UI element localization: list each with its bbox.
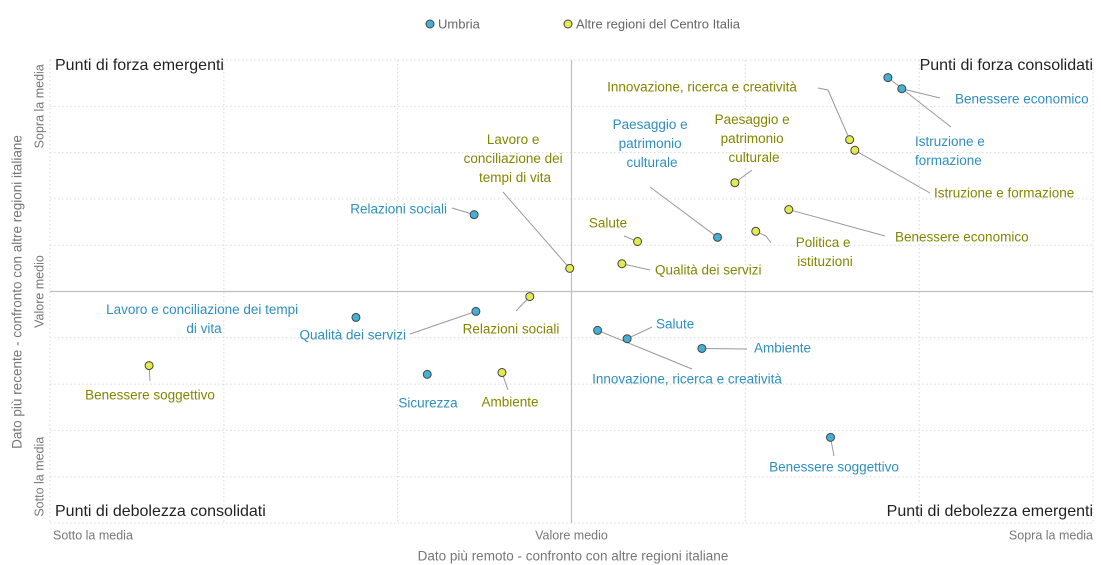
quadrant-label: Punti di debolezza emergenti bbox=[887, 503, 1093, 520]
leader-line bbox=[788, 209, 886, 237]
point bbox=[497, 368, 507, 378]
label-line: patrimonio bbox=[721, 131, 788, 146]
point bbox=[784, 205, 794, 215]
leader-line bbox=[817, 87, 851, 140]
leader-line bbox=[597, 329, 693, 370]
label-line: Lavoro e bbox=[487, 132, 543, 147]
y-tick-label: Valore medio bbox=[32, 255, 46, 328]
point bbox=[730, 178, 740, 188]
point bbox=[850, 145, 860, 155]
y-axis-label: Dato più recente - confronto con altre r… bbox=[10, 135, 25, 449]
point-label: Benessere economico bbox=[895, 230, 1029, 245]
x-tick-label: Valore medio bbox=[535, 528, 608, 542]
point-label: Salute bbox=[589, 216, 627, 231]
point-label: Istruzione e formazione bbox=[915, 134, 989, 168]
point bbox=[471, 306, 481, 316]
x-tick-label: Sotto la media bbox=[53, 528, 133, 542]
point bbox=[713, 232, 723, 242]
label-line: culturale bbox=[626, 155, 677, 170]
point-label: Relazioni sociali bbox=[350, 202, 447, 217]
x-axis-label: Dato più remoto - confronto con altre re… bbox=[418, 549, 729, 564]
legend-label: Altre regioni del Centro Italia bbox=[576, 16, 741, 31]
legend-label: Umbria bbox=[438, 16, 481, 31]
point bbox=[525, 292, 535, 302]
point bbox=[617, 259, 627, 269]
point bbox=[633, 236, 643, 246]
label-line: formazione bbox=[915, 153, 982, 168]
point bbox=[845, 135, 855, 145]
point bbox=[622, 334, 632, 344]
label-line: Paesaggio e bbox=[715, 112, 794, 127]
point-label: Qualità dei servizi bbox=[299, 328, 406, 343]
leader-line bbox=[854, 149, 931, 194]
leader-line bbox=[621, 263, 651, 271]
point-label: Sicurezza bbox=[398, 396, 458, 411]
label-line: Istruzione e bbox=[915, 134, 989, 149]
point-label: Paesaggio e patrimonio culturale bbox=[613, 117, 692, 170]
point-label: Relazioni sociali bbox=[463, 322, 560, 337]
point bbox=[144, 361, 154, 371]
label-line: patrimonio bbox=[619, 136, 686, 151]
point-label: Paesaggio e patrimonio culturale bbox=[715, 112, 794, 165]
label-line: di vita bbox=[186, 321, 222, 336]
point bbox=[351, 312, 361, 322]
leader-line bbox=[901, 88, 941, 99]
label-line: tempi di vita bbox=[479, 170, 552, 185]
point bbox=[469, 210, 479, 220]
point-label: Benessere soggettivo bbox=[85, 388, 215, 403]
y-tick-label: Sopra la media bbox=[32, 64, 46, 148]
point-label: Istruzione e formazione bbox=[934, 186, 1074, 201]
label-line: Lavoro e conciliazione dei tempi bbox=[106, 302, 302, 317]
label-line: Paesaggio e bbox=[613, 117, 692, 132]
point-label: Politica e istituzioni bbox=[796, 235, 855, 269]
quadrant-label: Punti di debolezza consolidati bbox=[55, 503, 266, 520]
point-label: Innovazione, ricerca e creatività bbox=[592, 372, 782, 387]
point bbox=[422, 369, 432, 379]
leader-line bbox=[409, 310, 477, 335]
label-line: conciliazione dei bbox=[464, 151, 567, 166]
point bbox=[697, 343, 707, 353]
point bbox=[751, 226, 761, 236]
point bbox=[883, 73, 893, 83]
quadrant-label: Punti di forza emergenti bbox=[55, 57, 224, 74]
quadrant-label: Punti di forza consolidati bbox=[920, 57, 1093, 74]
point-label: Benessere soggettivo bbox=[769, 460, 899, 475]
point-label: Lavoro e conciliazione dei tempi di vita bbox=[464, 132, 567, 185]
x-tick-label: Sopra la media bbox=[1009, 528, 1093, 542]
point-label: Lavoro e conciliazione dei tempi di vita bbox=[106, 302, 302, 336]
legend-marker bbox=[563, 19, 573, 29]
y-tick-label: Sotto la media bbox=[32, 437, 46, 517]
legend-marker bbox=[425, 19, 435, 29]
label-line: Politica e bbox=[796, 235, 855, 250]
point-label: Benessere economico bbox=[955, 92, 1089, 107]
point-label: Innovazione, ricerca e creatività bbox=[607, 80, 797, 95]
point-label: Ambiente bbox=[481, 395, 538, 410]
leader-line bbox=[649, 186, 718, 238]
label-line: culturale bbox=[728, 150, 779, 165]
point-label: Salute bbox=[656, 317, 694, 332]
point bbox=[826, 432, 836, 442]
leader-line bbox=[626, 326, 653, 340]
point bbox=[897, 84, 907, 94]
leader-line bbox=[502, 191, 571, 269]
leader-line bbox=[701, 347, 748, 350]
point-label: Ambiente bbox=[754, 341, 811, 356]
point-label: Qualità dei servizi bbox=[655, 263, 762, 278]
label-line: istituzioni bbox=[797, 254, 853, 269]
point bbox=[565, 263, 575, 273]
point bbox=[593, 325, 603, 335]
